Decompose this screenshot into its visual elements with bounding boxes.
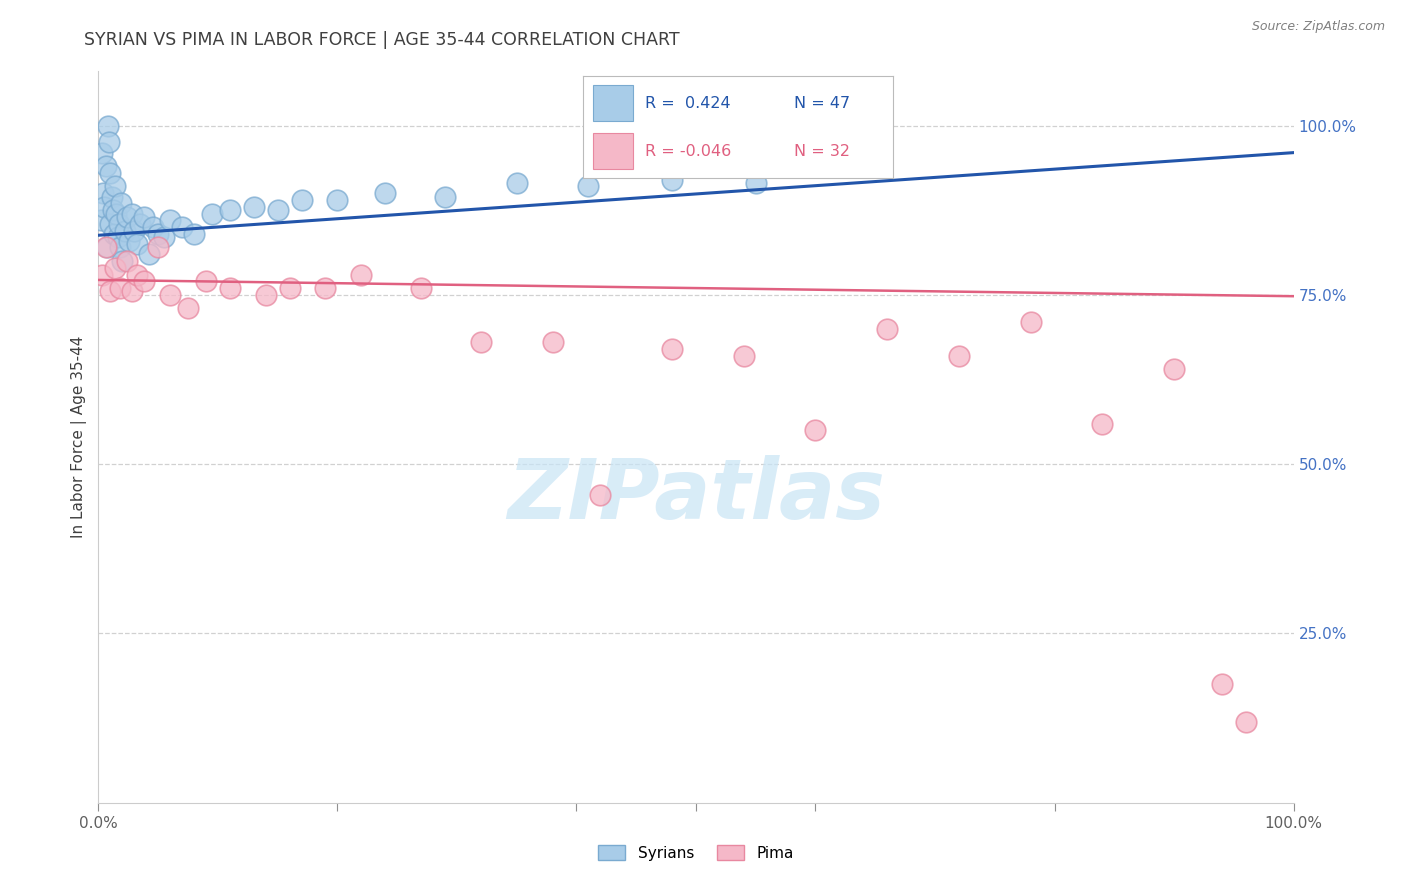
Point — [94, 159, 117, 173]
Text: Source: ZipAtlas.com: Source: ZipAtlas.com — [1251, 20, 1385, 33]
Legend: Syrians, Pima: Syrians, Pima — [591, 837, 801, 868]
Point — [111, 254, 134, 268]
Point — [124, 223, 146, 237]
Point — [267, 203, 290, 218]
Point — [745, 176, 768, 190]
Point — [121, 285, 143, 299]
Point — [661, 342, 683, 356]
Point — [578, 179, 600, 194]
Point — [541, 335, 564, 350]
Point — [201, 206, 224, 220]
Point — [195, 274, 218, 288]
Point — [108, 240, 131, 254]
Point — [315, 281, 337, 295]
Point — [132, 274, 155, 288]
Point — [470, 335, 492, 350]
Point — [1211, 677, 1233, 691]
Point — [326, 193, 349, 207]
Point — [506, 176, 529, 190]
Point — [91, 186, 114, 201]
Point — [148, 227, 170, 241]
Point — [125, 237, 148, 252]
Point — [105, 206, 128, 220]
Text: R = -0.046: R = -0.046 — [645, 144, 731, 159]
Point — [101, 203, 124, 218]
Point — [589, 488, 612, 502]
Point — [98, 217, 122, 231]
Point — [183, 227, 205, 241]
Point — [243, 200, 266, 214]
Point — [876, 322, 898, 336]
Point — [96, 240, 118, 254]
Point — [948, 349, 970, 363]
Point — [733, 349, 755, 363]
Point — [142, 220, 165, 235]
FancyBboxPatch shape — [593, 85, 633, 121]
Point — [132, 210, 155, 224]
Point — [107, 217, 129, 231]
Point — [177, 301, 200, 316]
Point — [1019, 315, 1042, 329]
Point — [153, 230, 176, 244]
Text: SYRIAN VS PIMA IN LABOR FORCE | AGE 35-44 CORRELATION CHART: SYRIAN VS PIMA IN LABOR FORCE | AGE 35-4… — [84, 31, 681, 49]
Point — [121, 206, 143, 220]
Point — [114, 223, 136, 237]
Point — [172, 220, 194, 235]
Y-axis label: In Labor Force | Age 35-44: In Labor Force | Age 35-44 — [72, 336, 87, 538]
Point — [91, 145, 114, 160]
Text: R =  0.424: R = 0.424 — [645, 95, 731, 111]
Point — [278, 281, 301, 295]
Point — [90, 213, 112, 227]
Point — [110, 196, 132, 211]
Point — [1163, 362, 1185, 376]
Point — [91, 268, 114, 282]
Point — [125, 268, 148, 282]
Point — [118, 234, 141, 248]
Point — [254, 288, 277, 302]
Point — [104, 179, 127, 194]
Point — [138, 247, 160, 261]
Point — [411, 281, 433, 295]
Text: N = 32: N = 32 — [794, 144, 849, 159]
Point — [159, 288, 181, 302]
Point — [98, 285, 122, 299]
Point — [115, 254, 138, 268]
Point — [434, 189, 457, 203]
Point — [374, 186, 396, 201]
Point — [661, 172, 683, 186]
Point — [93, 200, 115, 214]
Point — [103, 227, 125, 241]
Point — [291, 193, 314, 207]
Point — [108, 281, 131, 295]
Point — [104, 260, 127, 275]
Point — [115, 210, 138, 224]
FancyBboxPatch shape — [593, 133, 633, 169]
Point — [350, 268, 373, 282]
Point — [219, 281, 242, 295]
Text: N = 47: N = 47 — [794, 95, 851, 111]
Point — [804, 423, 827, 437]
Point — [159, 213, 181, 227]
Point — [100, 189, 122, 203]
Point — [1234, 714, 1257, 729]
Point — [107, 230, 129, 244]
Point — [148, 240, 170, 254]
Text: ZIPatlas: ZIPatlas — [508, 455, 884, 536]
Point — [97, 119, 120, 133]
Point — [129, 217, 152, 231]
Point — [98, 136, 121, 150]
Point — [1091, 417, 1114, 431]
Point — [94, 240, 117, 254]
Point — [98, 166, 122, 180]
Point — [219, 203, 242, 218]
